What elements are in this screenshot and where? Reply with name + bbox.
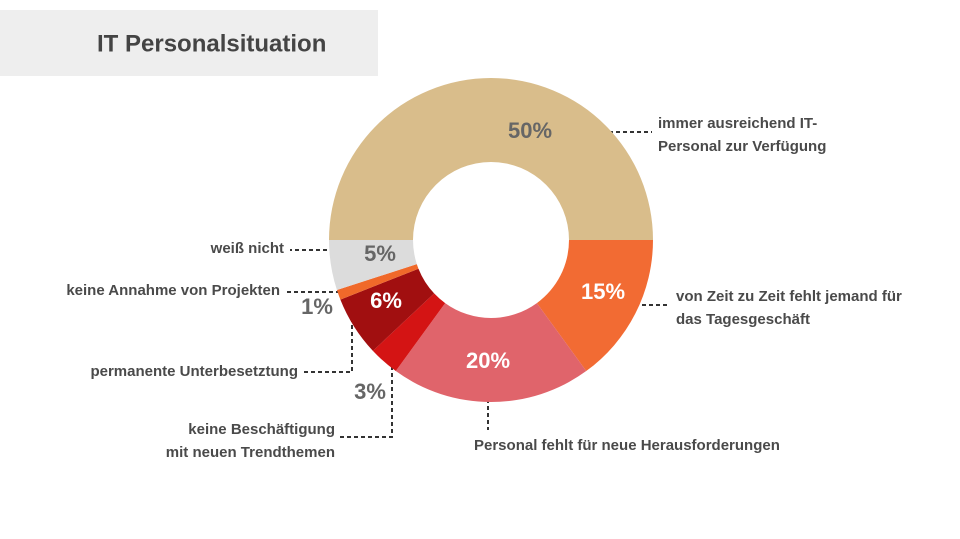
category-label: permanente Unterbesetztung (90, 363, 298, 380)
donut-slice (329, 78, 653, 240)
category-label: weiß nicht (210, 240, 284, 257)
category-label: von Zeit zu Zeit fehlt jemand für das Tag… (676, 288, 902, 328)
donut-slice (395, 303, 587, 402)
value-label: 5% (364, 241, 396, 266)
value-label: 50% (508, 118, 552, 143)
leader-line (302, 318, 353, 373)
category-label: keine Beschäftigung mit neuen Trendthemen (166, 421, 335, 461)
title-box (0, 10, 378, 76)
donut-slice (336, 264, 419, 300)
category-label: immer ausreichend IT-Personal zur Verfüg… (658, 115, 826, 155)
donut-slice (329, 240, 417, 291)
donut-slice (536, 240, 653, 372)
donut-slice (372, 293, 446, 372)
value-label: 6% (370, 288, 402, 313)
value-label: 3% (354, 379, 386, 404)
value-label: 1% (301, 294, 333, 319)
leader-line (338, 345, 393, 438)
value-label: 15% (581, 279, 625, 304)
donut-slice (340, 268, 435, 351)
chart-title: IT Personalsituation (97, 30, 326, 57)
category-label: keine Annahme von Projekten (66, 282, 280, 299)
category-label: Personal fehlt für neue Herausforderunge… (474, 437, 780, 454)
value-label: 20% (466, 348, 510, 373)
